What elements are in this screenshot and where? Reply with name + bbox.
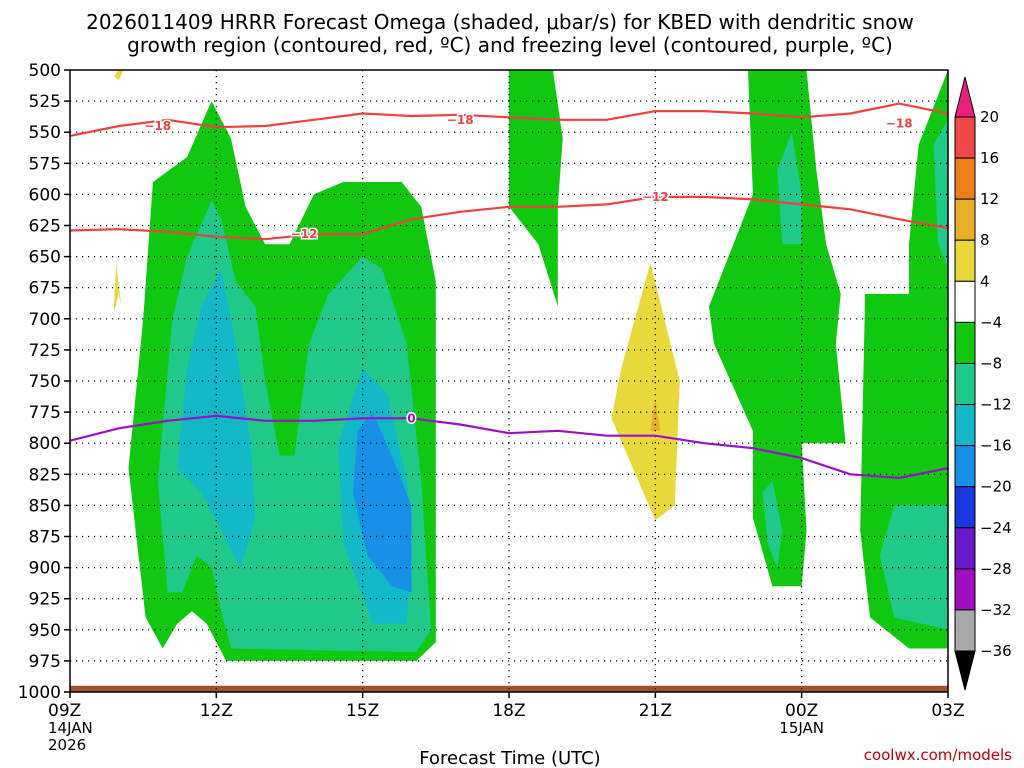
colorbar-box-11 — [954, 568, 976, 611]
y-tick-label-575: 575 — [29, 154, 61, 174]
colorbar-box-7 — [954, 404, 976, 447]
omega-region-15 — [113, 262, 122, 313]
colorbar-label-1: 16 — [980, 149, 999, 167]
title-line-2: growth region (contoured, red, ºC) and f… — [127, 33, 893, 57]
x-tick-label-24-0: 00Z — [785, 701, 818, 721]
contour-label-1-1: −12 — [642, 190, 669, 204]
contour-label-0-2: −18 — [886, 116, 913, 130]
y-tick-label-525: 525 — [29, 92, 61, 112]
y-tick-label-500: 500 — [29, 61, 61, 81]
y-tick-label-900: 900 — [29, 559, 61, 579]
y-tick-label-850: 850 — [29, 496, 61, 516]
y-tick-label-675: 675 — [29, 279, 61, 299]
colorbar-box-3 — [954, 239, 976, 282]
y-tick-label-550: 550 — [29, 123, 61, 143]
colorbar-box-6 — [954, 362, 976, 406]
colorbar-box-5 — [954, 321, 976, 364]
colorbar-box-8 — [954, 445, 976, 488]
omega-region-7 — [777, 132, 802, 245]
title-line-1: 2026011409 HRRR Forecast Omega (shaded, … — [86, 10, 914, 34]
y-tick-label-750: 750 — [29, 372, 61, 392]
x-tick-label-9-2: 2026 — [48, 736, 86, 754]
colorbar-label-7: −12 — [980, 396, 1012, 414]
colorbar-label-11: −28 — [980, 560, 1012, 578]
colorbar-label-9: −20 — [980, 478, 1012, 496]
x-tick-label-24-1: 15JAN — [779, 719, 824, 737]
colorbar-box-0 — [954, 116, 976, 159]
colorbar-label-13: −36 — [980, 642, 1012, 660]
colorbar-box-12 — [954, 609, 976, 652]
x-axis-label: Forecast Time (UTC) — [419, 748, 600, 768]
colorbar-label-5: −4 — [980, 313, 1002, 331]
contour-line-0 — [70, 102, 948, 137]
x-tick-label-9-0: 09Z — [48, 701, 81, 721]
y-tick-label-650: 650 — [29, 248, 61, 268]
omega-region-6 — [709, 70, 846, 587]
colorbar-label-3: 8 — [980, 231, 990, 249]
colorbar-box-9 — [954, 486, 976, 529]
colorbar-box-10 — [954, 527, 976, 570]
shaded-omega — [113, 70, 948, 661]
omega-region-12 — [611, 262, 680, 521]
colorbar-label-6: −8 — [980, 354, 1002, 372]
contour-label-2-0: 0 — [407, 411, 415, 425]
colorbar-label-2: 12 — [980, 190, 999, 208]
colorbar-label-0: 20 — [980, 108, 999, 126]
omega-region-8 — [762, 480, 783, 568]
y-tick-label-1000: 1000 — [18, 683, 61, 703]
omega-region-13 — [650, 399, 661, 431]
plot-area: −18 −18 −18 −12 −12 0 — [69, 69, 949, 693]
y-tick-label-625: 625 — [29, 217, 61, 237]
colorbar: 20 16 12 8 4 −4 −8 −12 −16 −20 −24 −28 −32 −36 — [954, 76, 1012, 691]
colorbar-box-1 — [954, 157, 976, 200]
contour-label-0-1: −18 — [447, 113, 474, 127]
chart-title: 2026011409 HRRR Forecast Omega (shaded, … — [86, 10, 914, 57]
x-tick-label-18-0: 18Z — [492, 701, 525, 721]
x-tick-label-15-0: 15Z — [346, 701, 379, 721]
grid-lines — [70, 70, 948, 692]
y-tick-label-825: 825 — [29, 465, 61, 485]
omega-region-4 — [352, 412, 412, 593]
y-tick-label-775: 775 — [29, 403, 61, 423]
y-tick-label-925: 925 — [29, 590, 61, 610]
x-tick-label-27-0: 03Z — [931, 701, 964, 721]
y-axis-ticks: 500 525 550 575 600 625 650 675 700 725 750 775 800 8… — [18, 61, 70, 703]
y-tick-label-700: 700 — [29, 310, 61, 330]
y-tick-label-975: 975 — [29, 652, 61, 672]
x-tick-label-12-0: 12Z — [200, 701, 233, 721]
contour-label-0-0: −18 — [144, 119, 171, 133]
y-tick-label-725: 725 — [29, 341, 61, 361]
colorbar-label-4: 4 — [980, 272, 990, 290]
omega-region-9 — [860, 70, 948, 649]
temperature-contours: −18 −18 −18 −12 −12 0 — [70, 102, 948, 480]
credit-text: coolwx.com/models — [864, 746, 1012, 764]
colorbar-label-8: −16 — [980, 437, 1012, 455]
y-tick-label-800: 800 — [29, 434, 61, 454]
colorbar-box-4 — [954, 280, 976, 323]
colorbar-bottom-arrow — [954, 650, 976, 691]
colorbar-box-2 — [954, 198, 976, 241]
x-tick-label-9-1: 14JAN — [48, 719, 93, 737]
contour-label-1-0: −12 — [291, 227, 318, 241]
x-tick-label-21-0: 21Z — [639, 701, 672, 721]
omega-region-5 — [509, 70, 563, 307]
omega-region-11 — [879, 505, 948, 630]
omega-region-14 — [113, 70, 124, 80]
y-tick-label-950: 950 — [29, 621, 61, 641]
colorbar-top-arrow — [954, 76, 976, 118]
colorbar-label-10: −24 — [980, 519, 1012, 537]
y-tick-label-600: 600 — [29, 185, 61, 205]
y-tick-label-875: 875 — [29, 528, 61, 548]
colorbar-label-12: −32 — [980, 601, 1012, 619]
contour-line-1 — [70, 195, 948, 241]
contour-line-2 — [70, 414, 948, 480]
